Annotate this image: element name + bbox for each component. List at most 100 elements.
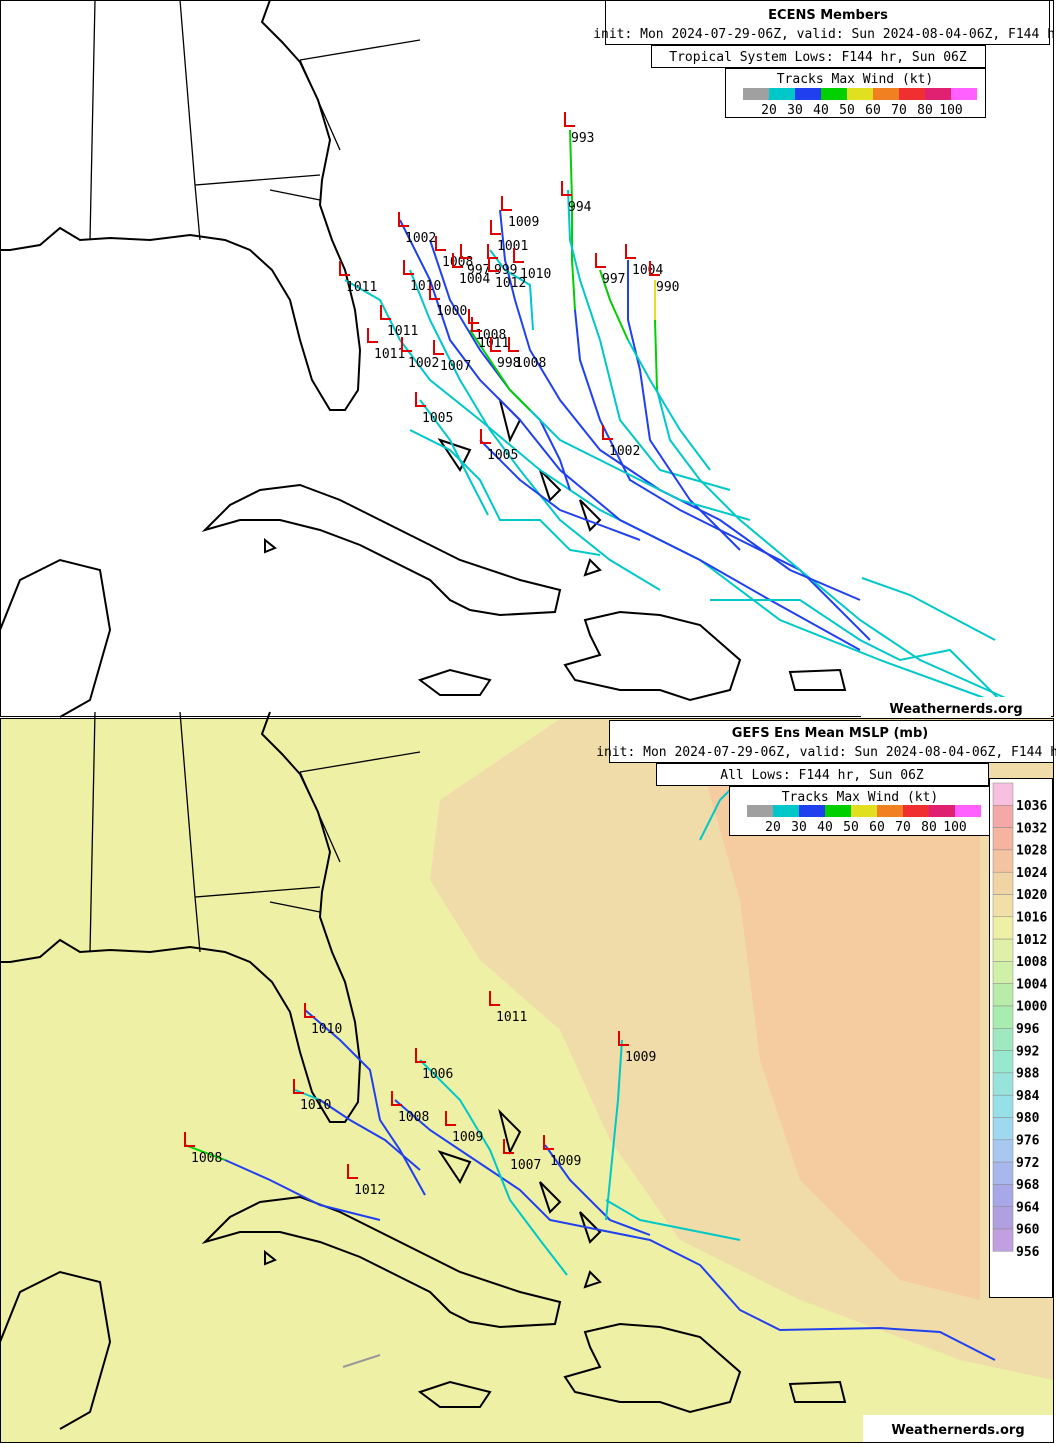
legend-title: Tracks Max Wind (kt) bbox=[782, 790, 939, 805]
low-marker bbox=[452, 253, 463, 268]
colorbar-swatch bbox=[992, 1161, 1014, 1185]
tracks bbox=[344, 129, 1011, 701]
colorbar-swatch bbox=[992, 1228, 1014, 1252]
low-marker bbox=[398, 212, 409, 227]
wind-swatch bbox=[877, 805, 903, 817]
colorbar-swatch bbox=[992, 805, 1014, 828]
low-pressure-label: 1006 bbox=[422, 1067, 453, 1082]
low-marker bbox=[501, 196, 512, 211]
wind-tick-label: 40 bbox=[813, 103, 829, 118]
low-pressure-label: 1010 bbox=[520, 267, 551, 282]
wind-tick-label: 20 bbox=[765, 820, 781, 835]
wind-legend: 20 30 40 50 60 70 80 100 bbox=[743, 88, 977, 118]
low-pressure-label: 994 bbox=[568, 200, 592, 215]
low-pressure-label: 1011 bbox=[496, 1010, 527, 1025]
colorbar-swatch bbox=[992, 849, 1014, 873]
low-pressure-label: 990 bbox=[656, 280, 679, 295]
lows-box: All Lows: F144 hr, Sun 06Z bbox=[720, 768, 924, 783]
low-marker bbox=[401, 337, 412, 352]
low-pressure-label: 997 bbox=[467, 263, 490, 278]
low-pressure-label: 1011 bbox=[478, 336, 509, 351]
low-pressure-label: 1002 bbox=[609, 444, 640, 459]
colorbar-label: 976 bbox=[1016, 1134, 1040, 1149]
low-marker bbox=[564, 112, 575, 127]
low-pressure-label: 1009 bbox=[452, 1130, 483, 1145]
colorbar-label: 1024 bbox=[1016, 866, 1047, 881]
watermark: Weathernerds.org bbox=[889, 702, 1022, 717]
wind-tick-label: 60 bbox=[869, 820, 885, 835]
low-marker bbox=[471, 317, 482, 332]
low-marker bbox=[403, 260, 414, 275]
colorbar-swatch bbox=[992, 1094, 1014, 1118]
panel-subtitle: init: Mon 2024-07-29-06Z, valid: Sun 202… bbox=[596, 745, 1056, 760]
colorbar-swatch bbox=[992, 983, 1014, 1007]
colorbar-label: 972 bbox=[1016, 1156, 1039, 1171]
lows-box: Tropical System Lows: F144 hr, Sun 06Z bbox=[669, 50, 967, 65]
wind-tick-label: 30 bbox=[791, 820, 807, 835]
panel-subtitle: init: Mon 2024-07-29-06Z, valid: Sun 202… bbox=[593, 27, 1056, 42]
watermark: Weathernerds.org bbox=[891, 1423, 1024, 1438]
wind-tick-label: 60 bbox=[865, 103, 881, 118]
low-marker bbox=[625, 244, 636, 259]
low-pressure-label: 1007 bbox=[440, 359, 471, 374]
wind-tick-label: 50 bbox=[843, 820, 859, 835]
wind-tick-label: 80 bbox=[917, 103, 933, 118]
colorbar-swatch bbox=[992, 871, 1014, 895]
low-marker bbox=[304, 1003, 315, 1018]
wind-swatch bbox=[899, 88, 925, 100]
colorbar-label: 968 bbox=[1016, 1178, 1040, 1193]
low-marker bbox=[391, 1091, 402, 1106]
wind-legend: 20 30 40 50 60 70 80 100 bbox=[747, 805, 981, 835]
wind-swatch bbox=[851, 805, 877, 817]
colorbar-swatch bbox=[992, 782, 1014, 806]
low-marker bbox=[561, 181, 572, 196]
colorbar-swatch bbox=[992, 894, 1014, 918]
low-pressure-label: 1005 bbox=[422, 411, 453, 426]
colorbar-label: 1020 bbox=[1016, 888, 1047, 903]
wind-swatch bbox=[747, 805, 773, 817]
low-marker bbox=[488, 257, 499, 272]
low-marker bbox=[649, 261, 660, 276]
colorbar-label: 1012 bbox=[1016, 933, 1047, 948]
colorbar-label: 988 bbox=[1016, 1067, 1040, 1082]
wind-swatch bbox=[903, 805, 929, 817]
low-pressure-label: 999 bbox=[494, 263, 517, 278]
colorbar-label: 1016 bbox=[1016, 911, 1047, 926]
wind-swatch bbox=[795, 88, 821, 100]
wind-swatch bbox=[925, 88, 951, 100]
low-pressure-label: 1009 bbox=[625, 1050, 656, 1065]
colorbar-label: 992 bbox=[1016, 1044, 1039, 1059]
colorbar-swatch bbox=[992, 1206, 1014, 1230]
low-marker bbox=[415, 392, 426, 407]
low-pressure-label: 998 bbox=[497, 356, 520, 371]
colorbar-swatch bbox=[992, 1005, 1014, 1029]
low-pressure-label: 1009 bbox=[508, 215, 539, 230]
wind-swatch bbox=[951, 88, 977, 100]
low-marker bbox=[489, 991, 500, 1006]
low-marker bbox=[429, 285, 440, 300]
low-pressure-label: 1012 bbox=[354, 1183, 385, 1198]
low-pressure-label: 1010 bbox=[300, 1098, 331, 1113]
low-pressure-label: 1012 bbox=[495, 276, 526, 291]
low-marker bbox=[480, 429, 491, 444]
colorbar-label: 984 bbox=[1016, 1089, 1040, 1104]
low-pressure-label: 1000 bbox=[436, 304, 467, 319]
colorbar-label: 1008 bbox=[1016, 955, 1047, 970]
colorbar-swatch bbox=[992, 1184, 1014, 1207]
low-marker bbox=[490, 220, 501, 235]
low-marker bbox=[602, 425, 613, 440]
low-pressure-label: 1011 bbox=[387, 324, 418, 339]
colorbar-swatch bbox=[992, 1117, 1014, 1141]
low-pressure-label: 1007 bbox=[510, 1158, 541, 1173]
wind-swatch bbox=[821, 88, 847, 100]
low-marker bbox=[293, 1079, 304, 1094]
legend-title: Tracks Max Wind (kt) bbox=[777, 72, 934, 87]
low-marker bbox=[468, 309, 479, 324]
wind-tick-label: 20 bbox=[761, 103, 777, 118]
panel-title: ECENS Members bbox=[768, 8, 888, 23]
low-marker bbox=[490, 337, 501, 352]
wind-swatch bbox=[955, 805, 981, 817]
colorbar-swatch bbox=[992, 916, 1014, 940]
low-pressure-label: 1008 bbox=[515, 356, 546, 371]
